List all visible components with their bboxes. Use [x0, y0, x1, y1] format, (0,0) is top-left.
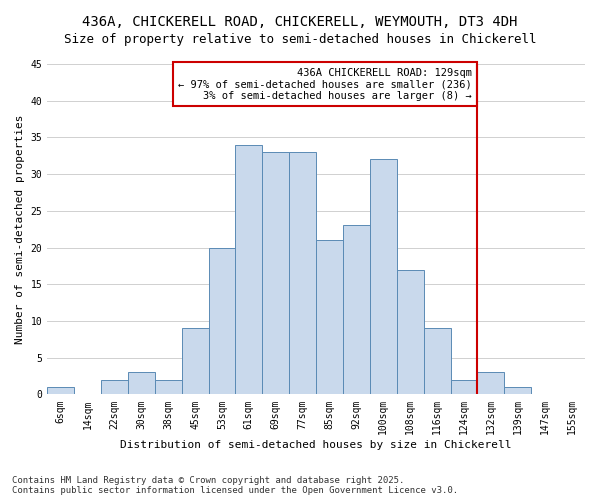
Text: 436A, CHICKERELL ROAD, CHICKERELL, WEYMOUTH, DT3 4DH: 436A, CHICKERELL ROAD, CHICKERELL, WEYMO… — [82, 15, 518, 29]
Bar — [262, 152, 289, 394]
Bar — [343, 226, 370, 394]
Bar — [289, 152, 316, 394]
X-axis label: Distribution of semi-detached houses by size in Chickerell: Distribution of semi-detached houses by … — [121, 440, 512, 450]
Bar — [235, 144, 262, 394]
Bar — [505, 387, 531, 394]
Bar — [397, 270, 424, 394]
Bar — [47, 387, 74, 394]
Bar — [101, 380, 128, 394]
Text: Contains HM Land Registry data © Crown copyright and database right 2025.
Contai: Contains HM Land Registry data © Crown c… — [12, 476, 458, 495]
Bar — [182, 328, 209, 394]
Bar — [316, 240, 343, 394]
Bar — [370, 160, 397, 394]
Text: Size of property relative to semi-detached houses in Chickerell: Size of property relative to semi-detach… — [64, 32, 536, 46]
Bar — [155, 380, 182, 394]
Y-axis label: Number of semi-detached properties: Number of semi-detached properties — [15, 114, 25, 344]
Bar — [209, 248, 235, 394]
Bar — [128, 372, 155, 394]
Bar — [424, 328, 451, 394]
Text: 436A CHICKERELL ROAD: 129sqm
← 97% of semi-detached houses are smaller (236)
3% : 436A CHICKERELL ROAD: 129sqm ← 97% of se… — [178, 68, 472, 101]
Bar — [478, 372, 505, 394]
Bar — [451, 380, 478, 394]
